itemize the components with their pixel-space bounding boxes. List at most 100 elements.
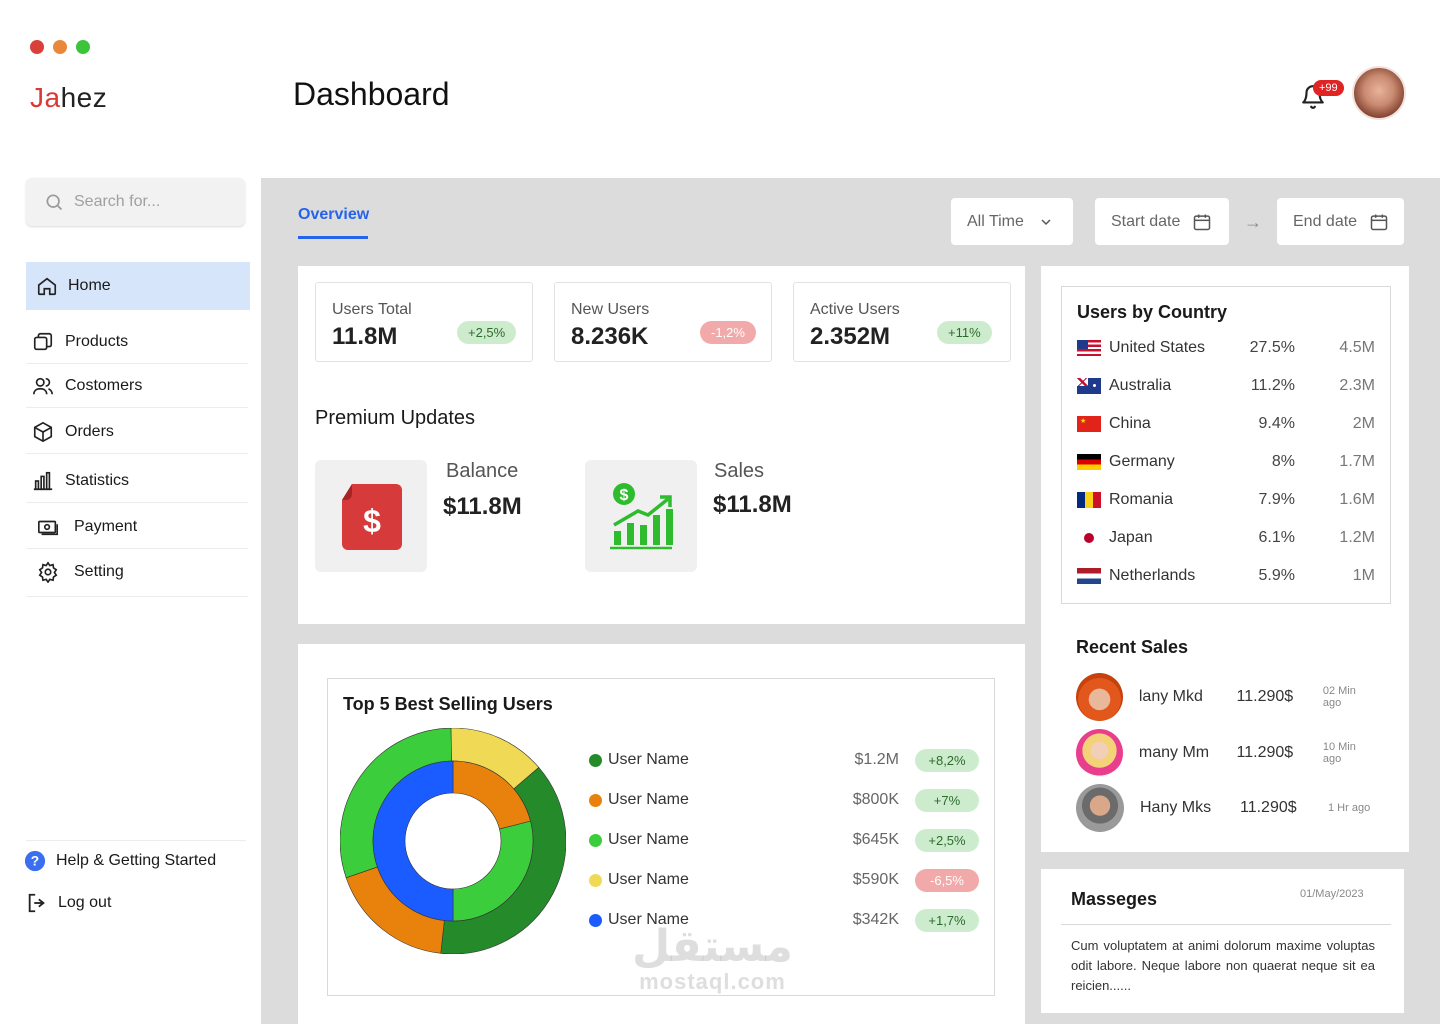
list-item[interactable]: User Name $342K +1,7% (589, 908, 979, 932)
sidebar-item-statistics[interactable]: Statistics (26, 459, 248, 503)
sale-name: many Mm (1138, 744, 1210, 761)
donut-inner-slice-2 (372, 760, 454, 922)
top5-card (298, 644, 1025, 1024)
logo[interactable]: Jahez (30, 82, 107, 114)
sidebar-item-label: Products (65, 332, 129, 350)
country-row[interactable]: Romania 7.9% 1.6M (1077, 489, 1375, 511)
sidebar-item-payment[interactable]: Payment (26, 505, 248, 549)
de-flag-icon (1077, 454, 1101, 470)
logo-part-dark: hez (60, 82, 108, 113)
top5-title: Top 5 Best Selling Users (343, 694, 553, 714)
sale-amount: 11.290$ (1240, 799, 1297, 816)
search-box[interactable] (26, 178, 245, 226)
recent-sale-row[interactable]: Hany Mks 11.290$ 1 Hr ago (1076, 783, 1376, 833)
statistics-icon (31, 469, 55, 493)
country-percent: 27.5% (1249, 339, 1295, 356)
country-row[interactable]: Germany 8% 1.7M (1077, 451, 1375, 473)
svg-text:$: $ (363, 503, 381, 539)
balance-label: Balance (446, 460, 519, 482)
country-users: 4.5M (1339, 339, 1375, 356)
recent-sale-row[interactable]: many Mm 11.290$ 10 Min ago (1076, 728, 1376, 778)
legend-dot (589, 873, 602, 887)
list-item[interactable]: User Name $1.2M +8,2% (589, 748, 979, 772)
country-percent: 5.9% (1258, 567, 1295, 584)
window-controls (30, 40, 90, 54)
logout-link[interactable]: Log out (26, 892, 111, 914)
close-window-dot[interactable] (30, 40, 44, 54)
country-row[interactable]: ★ China 9.4% 2M (1077, 413, 1375, 435)
legend-value: $590K (852, 871, 899, 888)
user-avatar[interactable] (1352, 66, 1406, 120)
avatar (1076, 673, 1123, 721)
sidebar-item-home[interactable]: Home (26, 262, 250, 310)
sale-name: lany Mkd (1138, 688, 1203, 705)
legend-change-badge: +7% (915, 788, 979, 812)
country-users: 1M (1352, 567, 1375, 584)
legend-change-badge: +2,5% (915, 828, 979, 852)
message-text: Cum voluptatem at animi dolorum maxime v… (1071, 938, 1375, 993)
au-flag-icon (1077, 378, 1101, 394)
customers-icon (31, 374, 55, 398)
ro-flag-icon (1077, 492, 1101, 508)
legend-change-badge: +8,2% (915, 748, 979, 772)
legend-value: $342K (852, 911, 899, 928)
logout-label: Log out (58, 894, 112, 911)
us-flag-icon (1077, 340, 1101, 356)
legend-name: User Name (608, 791, 689, 808)
sale-time: 10 Min ago (1322, 741, 1356, 765)
stat-label: Active Users (810, 301, 900, 318)
search-icon (46, 194, 63, 211)
country-name: Netherlands (1109, 567, 1196, 584)
top5-frame (327, 678, 995, 996)
help-link[interactable]: ? Help & Getting Started (24, 850, 216, 872)
range-select[interactable]: All Time (951, 198, 1073, 245)
premium-updates-title: Premium Updates (315, 407, 476, 429)
stat-card-users-total: Users Total 11.8M +2,5% (315, 282, 533, 362)
end-date-field[interactable]: End date (1277, 198, 1404, 245)
balance-icon: $ (342, 484, 402, 550)
nl-flag-icon (1077, 568, 1101, 584)
legend-value: $645K (852, 831, 899, 848)
chevron-down-icon (1041, 218, 1051, 225)
stat-value: 8.236K (571, 323, 649, 350)
payment-icon (36, 515, 60, 539)
country-users: 1.7M (1339, 453, 1375, 470)
sidebar-item-products[interactable]: Products (26, 320, 248, 364)
sidebar-item-orders[interactable]: Orders (26, 410, 248, 454)
products-icon (31, 330, 55, 354)
country-percent: 11.2% (1250, 377, 1295, 394)
country-name: Japan (1109, 529, 1153, 546)
country-row[interactable]: Netherlands 5.9% 1M (1077, 565, 1375, 587)
stat-label: New Users (571, 301, 650, 318)
search-input[interactable] (74, 193, 224, 211)
country-percent: 6.1% (1258, 529, 1295, 546)
stat-change-badge: +11% (937, 321, 992, 344)
stat-label: Users Total (332, 301, 412, 318)
tab-overview[interactable]: Overview (298, 206, 369, 239)
messages-divider (1061, 924, 1391, 925)
legend-change-badge: -6,5% (915, 868, 979, 892)
sales-icon-box: $ (585, 460, 697, 572)
country-row[interactable]: Japan 6.1% 1.2M (1077, 527, 1375, 549)
minimize-window-dot[interactable] (53, 40, 67, 54)
stat-change-badge: +2,5% (457, 321, 517, 344)
country-name: China (1109, 415, 1151, 432)
recent-sale-row[interactable]: lany Mkd 11.290$ 02 Min ago (1076, 672, 1376, 722)
balance-icon-box: $ (315, 460, 427, 572)
maximize-window-dot[interactable] (76, 40, 90, 54)
country-row[interactable]: United States 27.5% 4.5M (1077, 337, 1375, 359)
list-item[interactable]: User Name $590K -6,5% (589, 868, 979, 892)
list-item[interactable]: User Name $645K +2,5% (589, 828, 979, 852)
list-item[interactable]: User Name $800K +7% (589, 788, 979, 812)
sidebar-item-customers[interactable]: Costomers (26, 364, 248, 408)
calendar-icon (1370, 214, 1388, 230)
country-percent: 8% (1271, 453, 1295, 470)
messages-card (1041, 869, 1404, 1013)
country-percent: 7.9% (1258, 491, 1295, 508)
country-users: 1.6M (1339, 491, 1375, 508)
country-row[interactable]: Australia 11.2% 2.3M (1077, 375, 1375, 397)
stat-card-new-users: New Users 8.236K -1,2% (554, 282, 772, 362)
start-date-field[interactable]: Start date (1095, 198, 1229, 245)
stat-value: 2.352M (810, 323, 891, 350)
sidebar-item-setting[interactable]: Setting (26, 547, 248, 597)
